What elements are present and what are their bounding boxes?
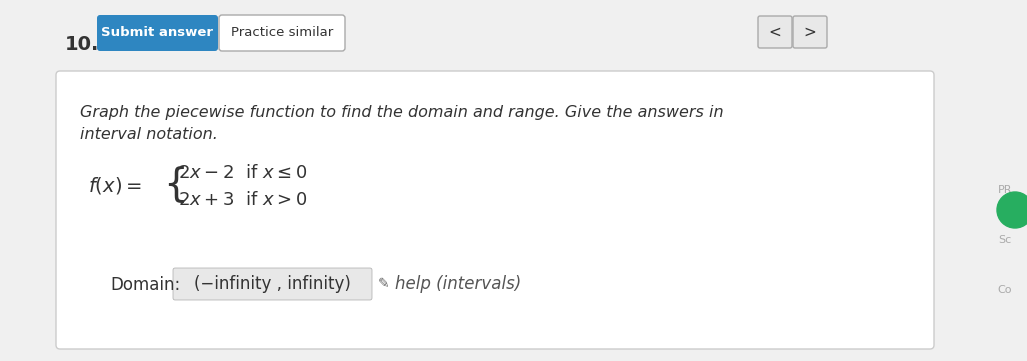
Text: help (intervals): help (intervals)	[395, 275, 522, 293]
Text: (−infinity , infinity): (−infinity , infinity)	[193, 275, 350, 293]
Text: 10.: 10.	[65, 35, 100, 54]
FancyBboxPatch shape	[56, 71, 934, 349]
Text: Submit answer: Submit answer	[101, 26, 213, 39]
Text: $\{$: $\{$	[163, 165, 185, 205]
FancyBboxPatch shape	[173, 268, 372, 300]
FancyBboxPatch shape	[97, 15, 218, 51]
FancyBboxPatch shape	[793, 16, 827, 48]
Text: $f(x) =$: $f(x) =$	[88, 174, 142, 196]
FancyBboxPatch shape	[758, 16, 792, 48]
Circle shape	[997, 192, 1027, 228]
Text: $2x - 2$  $\mathrm{if}\ x \leq 0$: $2x - 2$ $\mathrm{if}\ x \leq 0$	[178, 164, 307, 182]
Text: Sc: Sc	[998, 235, 1012, 245]
Text: PR: PR	[998, 185, 1013, 195]
Text: Graph the piecewise function to find the domain and range. Give the answers in: Graph the piecewise function to find the…	[80, 105, 724, 120]
Text: >: >	[803, 25, 816, 39]
Text: <: <	[768, 25, 782, 39]
Text: interval notation.: interval notation.	[80, 127, 218, 142]
FancyBboxPatch shape	[219, 15, 345, 51]
Text: Co: Co	[998, 285, 1013, 295]
Text: Domain:: Domain:	[110, 276, 181, 294]
Text: $2x + 3$  $\mathrm{if}\ x > 0$: $2x + 3$ $\mathrm{if}\ x > 0$	[178, 191, 307, 209]
Text: ✎: ✎	[378, 277, 389, 291]
Text: Practice similar: Practice similar	[231, 26, 333, 39]
